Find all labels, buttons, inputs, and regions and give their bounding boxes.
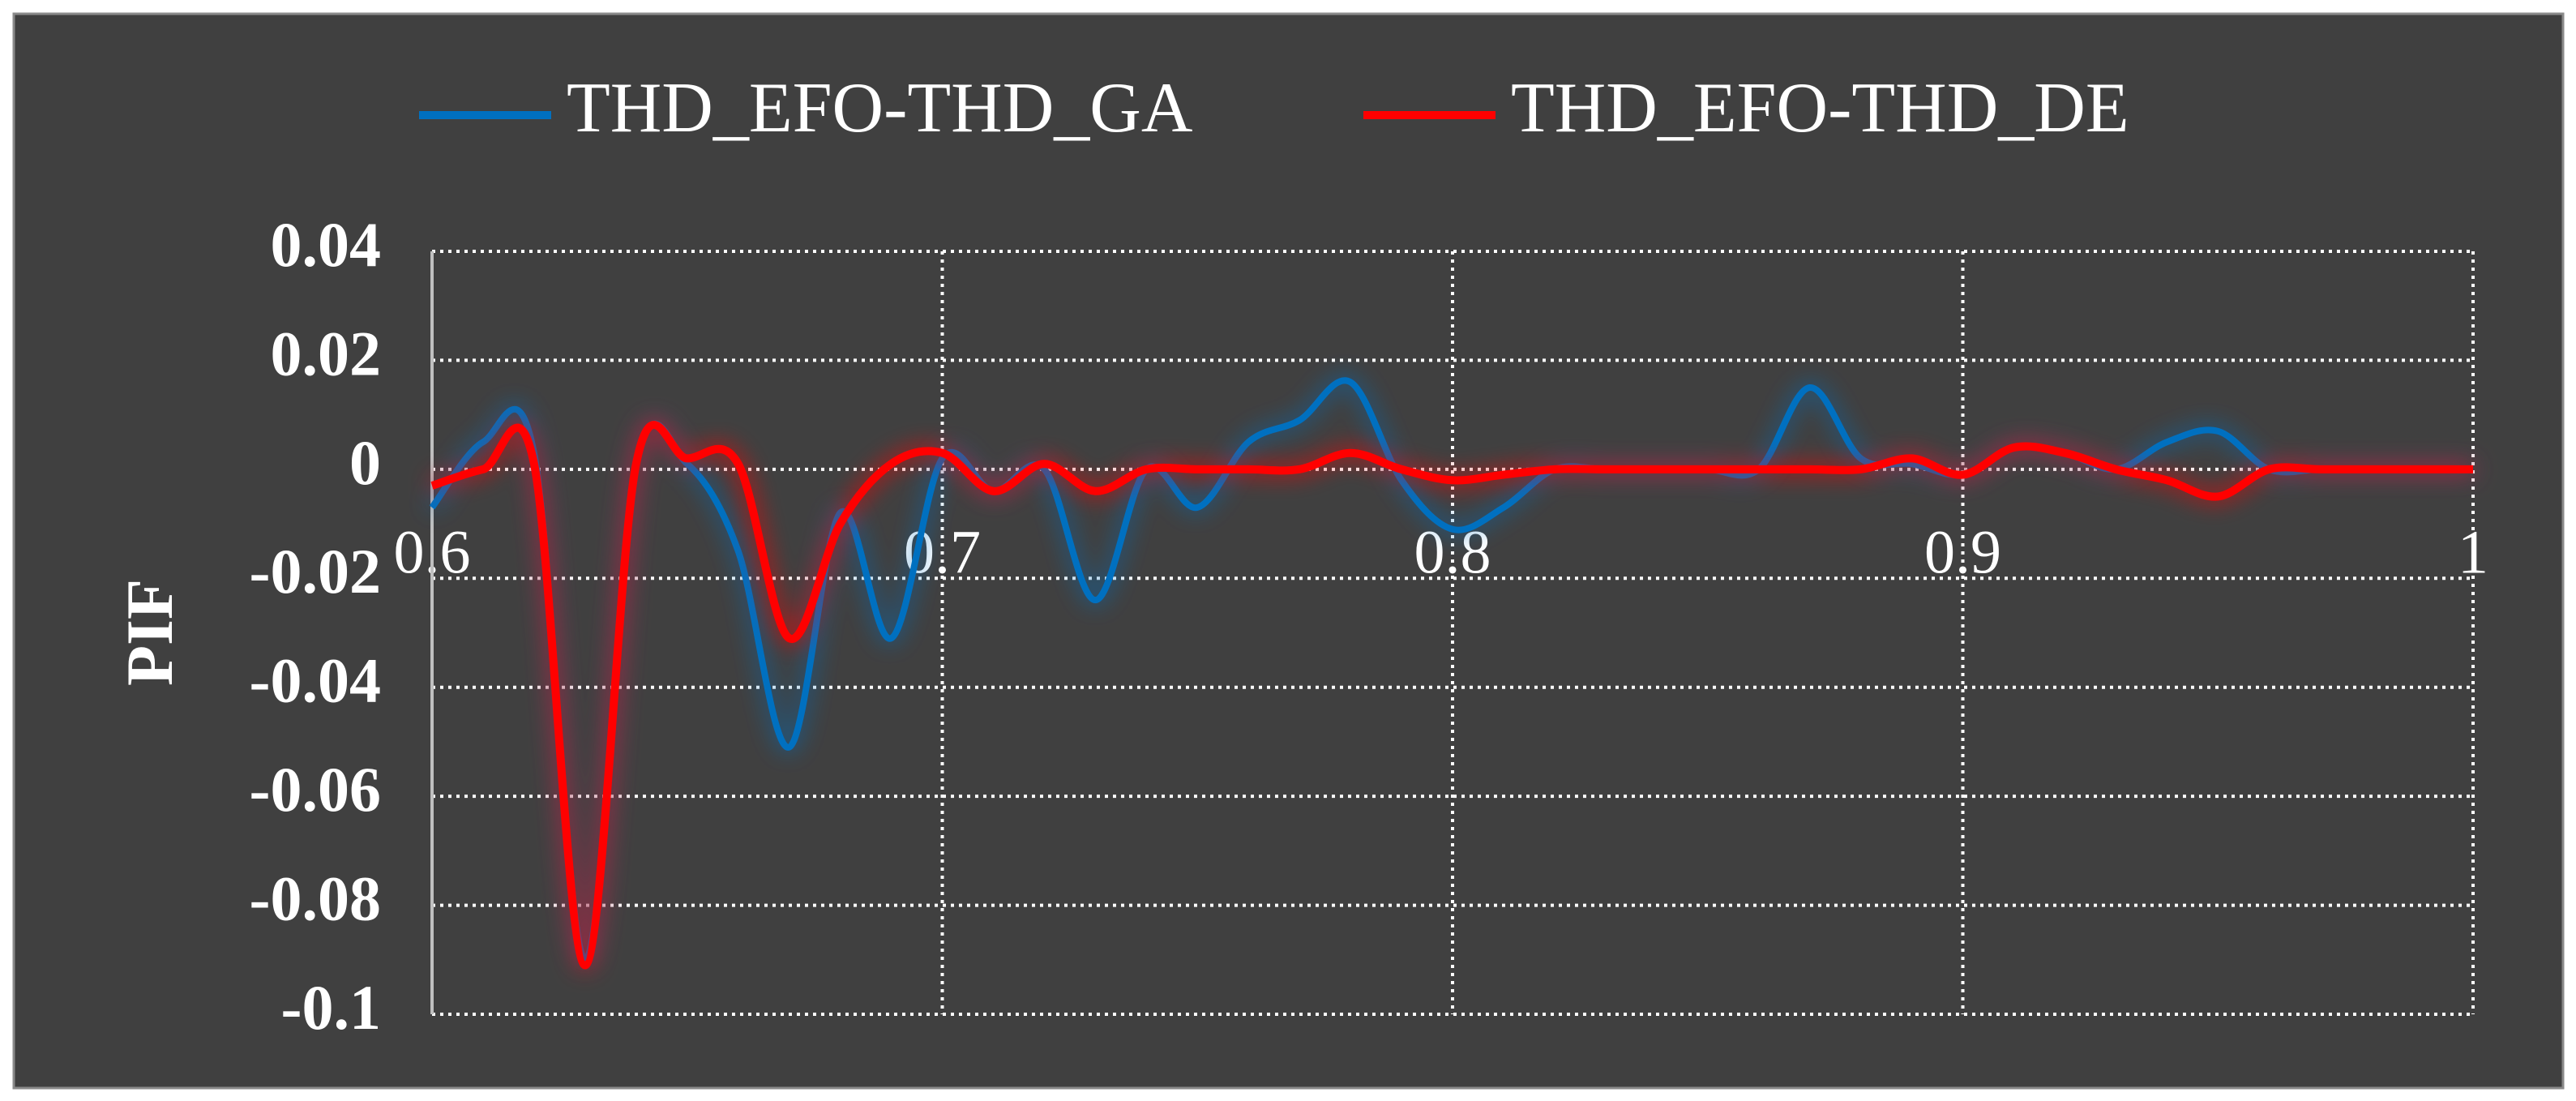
y-axis-title: PIF [113, 579, 186, 686]
x-tick-label: 1 [2458, 518, 2488, 586]
y-tick-label: -0.04 [250, 645, 381, 716]
series-line [430, 421, 2473, 970]
legend-label: THD_EFO-THD_DE [1511, 69, 2129, 148]
y-tick-label: 0.04 [271, 209, 382, 280]
x-tick-label: 0.9 [1924, 518, 2001, 586]
y-tick-label: -0.06 [250, 754, 381, 825]
y-tick-label: 0 [349, 427, 381, 498]
y-tick-label: -0.1 [281, 972, 381, 1043]
y-tick-label: 0.02 [271, 318, 382, 388]
legend-label: THD_EFO-THD_GA [567, 69, 1192, 148]
chart-panel [12, 12, 2565, 1090]
y-tick-label: -0.02 [250, 536, 381, 606]
y-tick-label: -0.08 [250, 863, 381, 933]
